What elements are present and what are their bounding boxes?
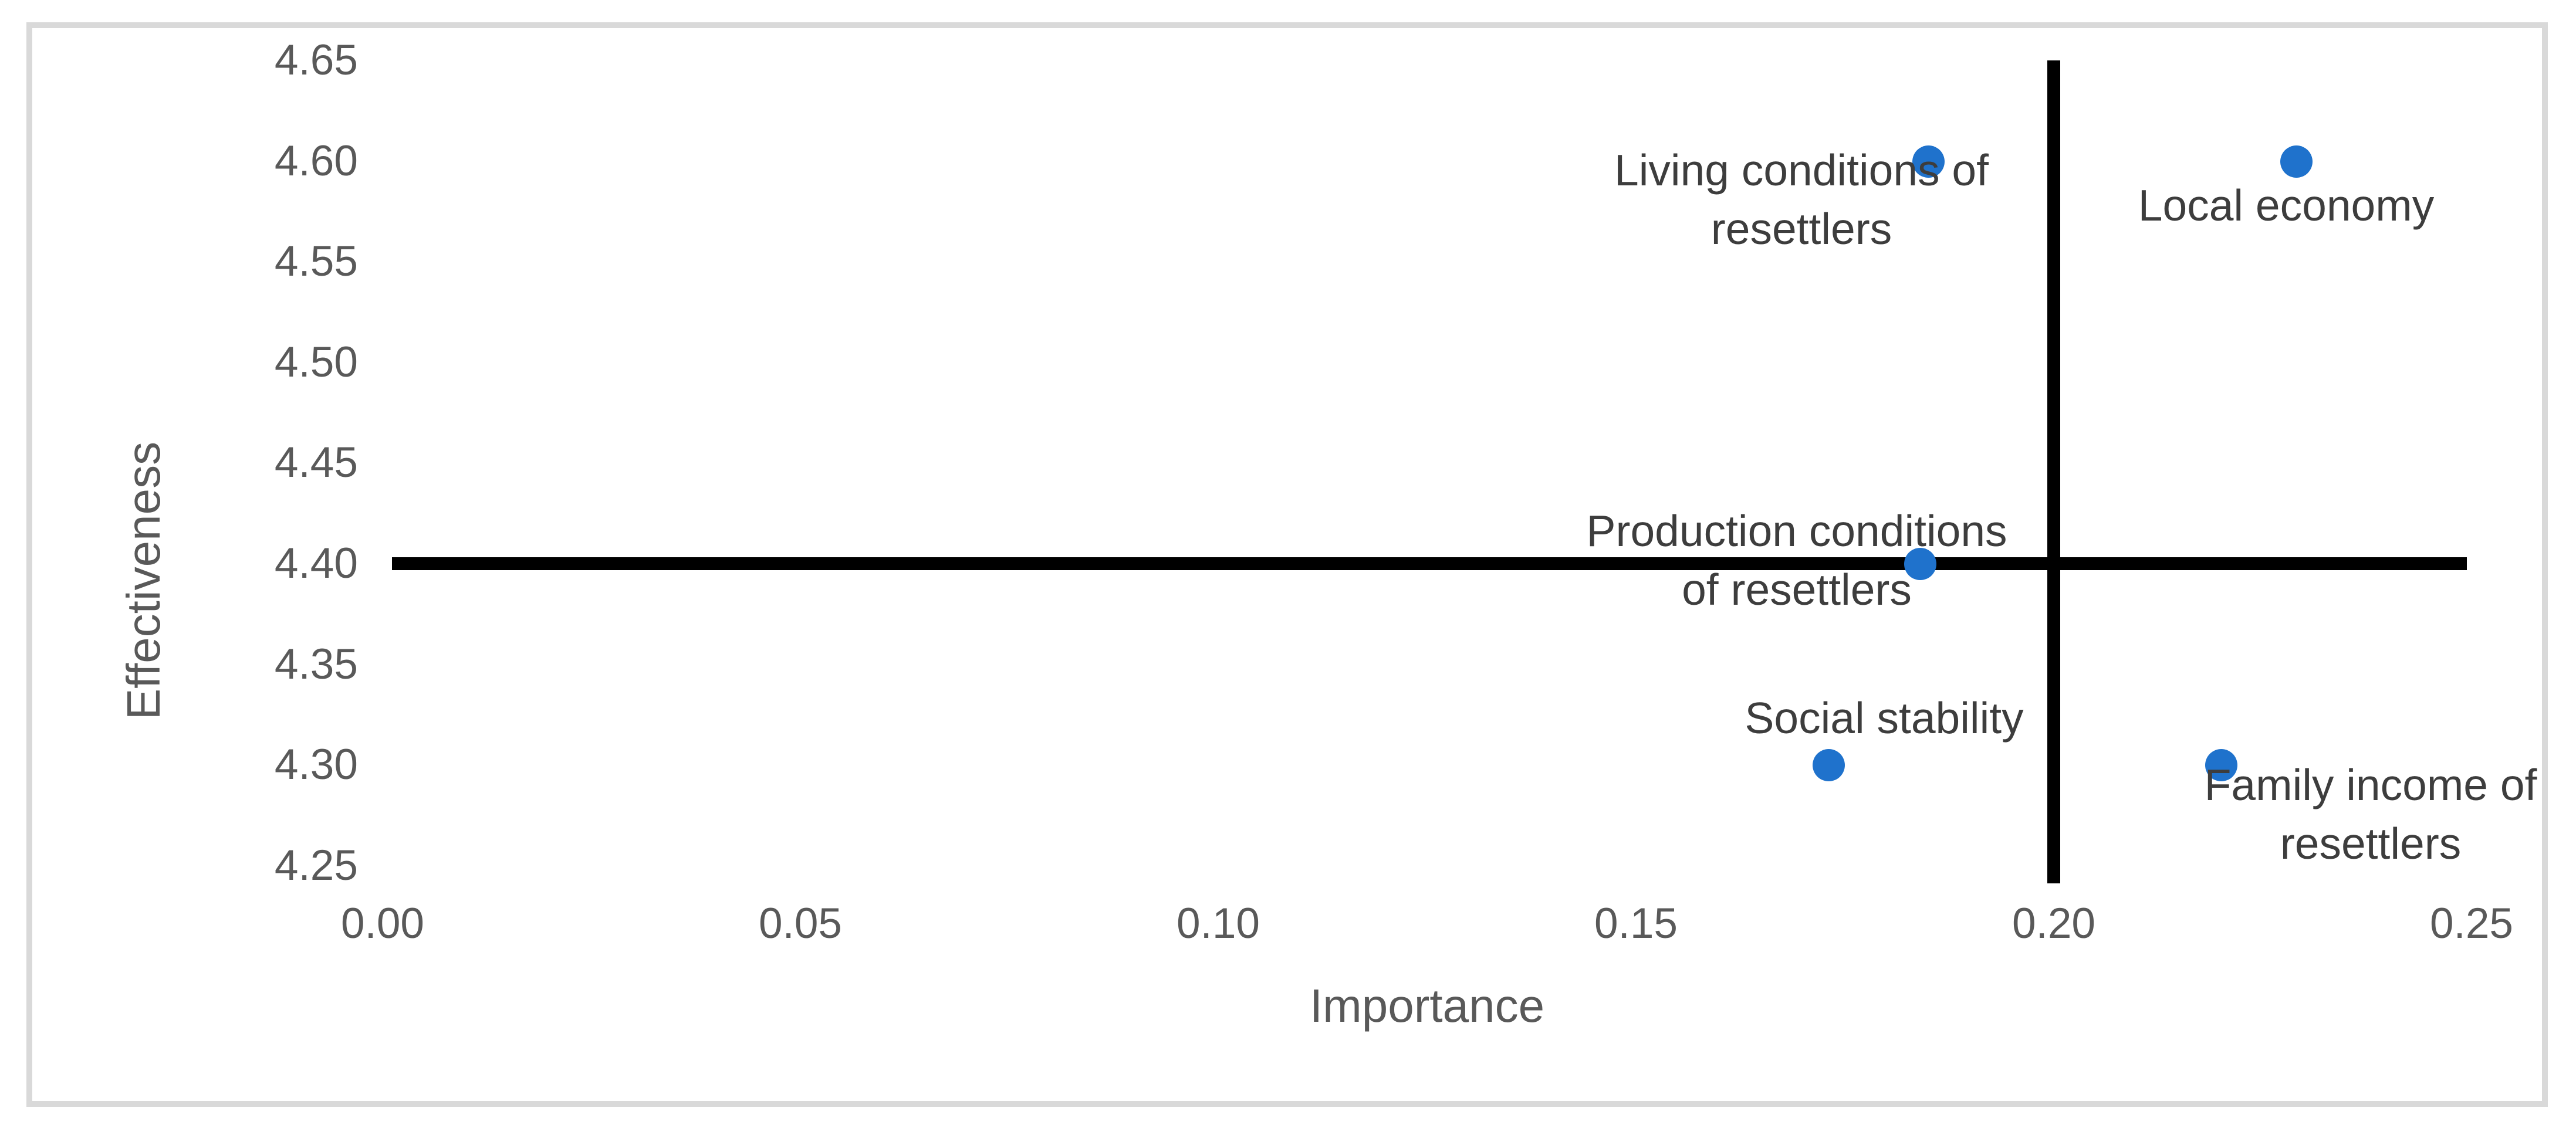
y-tick-label: 4.55 [274, 238, 358, 286]
data-point-label: Local economy [2138, 181, 2435, 230]
data-point-label: Social stability [1745, 693, 2024, 743]
y-tick-label: 4.50 [274, 338, 358, 386]
y-tick-label: 4.40 [274, 540, 358, 587]
x-tick-label: 0.15 [1594, 900, 1678, 947]
x-axis-title: Importance [1309, 980, 1545, 1032]
x-tick-label: 0.05 [758, 900, 843, 947]
y-tick-label: 4.65 [274, 36, 358, 84]
y-tick-label: 4.60 [274, 137, 358, 185]
data-point-marker [1912, 145, 1945, 178]
x-tick-label: 0.00 [340, 900, 425, 947]
data-point-label: Living conditions of resettlers [1614, 145, 1989, 253]
quadrant-vertical-line [2047, 60, 2060, 883]
y-tick-label: 4.30 [274, 741, 358, 789]
data-point-marker [2205, 749, 2237, 782]
data-point-label: Production conditions of resettlers [1586, 506, 2007, 614]
y-tick-label: 4.45 [274, 439, 358, 487]
y-tick-label: 4.35 [274, 640, 358, 688]
data-point-marker [1904, 548, 1937, 580]
x-tick-label: 0.25 [2429, 900, 2514, 947]
quadrant-horizontal-line [392, 557, 2467, 570]
data-point-marker [1812, 749, 1845, 782]
y-tick-label: 4.25 [274, 841, 358, 889]
data-point-label: Family income of resettlers [2204, 760, 2537, 868]
x-tick-label: 0.20 [2012, 900, 2096, 947]
y-axis-title: Effectiveness [117, 441, 170, 720]
x-tick-label: 0.10 [1176, 900, 1260, 947]
data-point-marker [2280, 145, 2313, 178]
